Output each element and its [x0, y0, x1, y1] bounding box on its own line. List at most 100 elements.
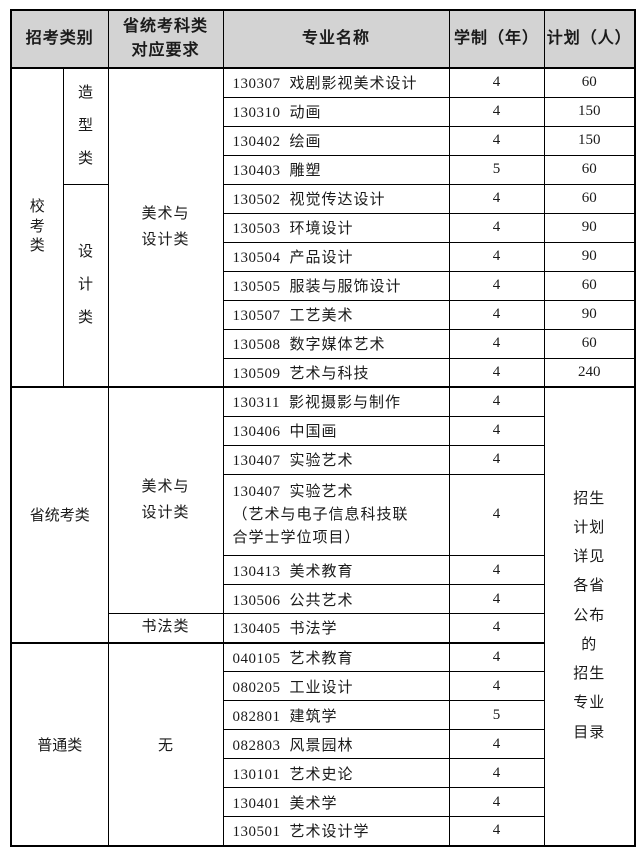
years-cell: 4: [448, 299, 545, 330]
major-code: 130501: [232, 824, 281, 841]
years-cell: 5: [448, 154, 545, 185]
years-cell: 4: [448, 816, 545, 846]
major-cell: 130101 艺术史论: [222, 758, 450, 788]
years-cell: 4: [448, 641, 545, 672]
major-name: 美术教育: [289, 563, 354, 580]
plan-cell: 90: [543, 299, 636, 330]
table-row: 130401 美术学 4: [11, 787, 635, 817]
years-cell: 4: [448, 212, 545, 243]
major-name: 视觉传达设计: [289, 192, 386, 208]
major-code: 130311: [232, 395, 280, 412]
years-cell: 4: [448, 584, 545, 614]
years-cell: 4: [448, 787, 545, 817]
header-study-years: 学制（年）: [448, 9, 545, 69]
plan-cell: 240: [543, 357, 636, 388]
major-code: 082801: [232, 708, 281, 725]
table-row: 130506 公共艺术 4: [11, 584, 635, 614]
plan-cell: 150: [543, 125, 636, 156]
major-name: 建筑学: [289, 708, 338, 725]
major-code: 130413: [232, 563, 281, 580]
subject-calligraphy: 书法类: [107, 613, 224, 643]
major-name: 产品设计: [289, 250, 354, 266]
plan-cell: 60: [543, 154, 636, 185]
major-name: 实验艺术: [289, 483, 354, 500]
major-cell: 082801 建筑学: [222, 700, 450, 730]
major-code: 080205: [232, 679, 281, 696]
major-cell: 130501 艺术设计学: [222, 816, 450, 846]
major-code: 130101: [232, 766, 281, 783]
years-cell: 4: [448, 67, 545, 98]
major-name: 雕塑: [289, 163, 322, 179]
plan-cell: 60: [543, 270, 636, 301]
major-cell: 130503 环境设计: [222, 212, 450, 243]
table-row: 130406 中国画 4: [11, 415, 635, 446]
major-code: 040105: [232, 650, 281, 667]
table-body: 校 考 类 造 型 类 美术与 设计类 130307 戏剧影视美术设计 4 60 …: [10, 67, 636, 846]
major-name: 艺术与科技: [289, 365, 370, 382]
major-cell: 130502 视觉传达设计: [222, 183, 450, 214]
major-cell: 130402 绘画: [222, 125, 450, 156]
table-row: 省统考类 美术与 设计类 130311 影视摄影与制作 4 招生 计划 详见 各省…: [10, 386, 636, 846]
table-row: 082803 风景园林 4: [11, 729, 635, 759]
table-row: 校 考 类 造 型 类 美术与 设计类 130307 戏剧影视美术设计 4 60: [10, 67, 636, 388]
years-cell: 4: [448, 444, 545, 475]
plan-cell: 60: [543, 67, 636, 98]
major-code: 130407: [232, 483, 281, 500]
major-name: 实验艺术: [289, 453, 354, 469]
header-category: 招考类别: [10, 9, 109, 69]
years-cell: 4: [448, 125, 545, 156]
table-row: 普通类 无 040105 艺术教育 4: [10, 641, 635, 846]
subject-none: 无: [107, 641, 224, 846]
years-cell: 4: [448, 613, 545, 643]
plan-cell: 90: [543, 241, 636, 272]
major-cell: 130506 公共艺术: [222, 584, 450, 614]
header-plan-count: 计划（人）: [543, 9, 636, 69]
years-cell: 4: [448, 671, 545, 701]
major-name: 服装与服饰设计: [289, 279, 402, 295]
major-name: 艺术史论: [289, 766, 354, 783]
table-row: 130413 美术教育 4: [11, 555, 635, 585]
header-row: 招考类别 省统考科类 对应要求 专业名称 学制（年） 计划（人）: [10, 9, 636, 69]
table-row: 130403 雕塑 5 60: [11, 154, 636, 185]
major-name: 数字媒体艺术: [289, 337, 386, 353]
years-cell: 4: [448, 386, 545, 417]
major-name: 绘画: [289, 134, 322, 150]
major-code: 130506: [232, 592, 281, 609]
table-row: 设 计 类 130502 视觉传达设计 4 60: [11, 183, 636, 388]
plan-cell: 60: [543, 328, 636, 359]
major-name: 环境设计: [289, 221, 354, 237]
major-code: 130407: [232, 453, 281, 469]
major-name: 书法学: [289, 621, 338, 638]
plan-cell: 150: [543, 96, 636, 127]
category-provincial-exam: 省统考类: [10, 386, 109, 643]
plan-cell: 90: [543, 212, 636, 243]
table-row: 130407 实验艺术 （艺术与电子信息科技联 合学士学位项目） 4: [11, 473, 635, 556]
header-major-name: 专业名称: [222, 9, 450, 69]
major-code: 130405: [232, 621, 281, 638]
major-cell: 130407 实验艺术 （艺术与电子信息科技联 合学士学位项目）: [222, 473, 450, 556]
major-cell: 082803 风景园林: [222, 729, 450, 759]
major-code: 130503: [232, 221, 281, 237]
major-cell: 130307 戏剧影视美术设计: [222, 67, 450, 98]
major-subtitle: （艺术与电子信息科技联 合学士学位项目）: [232, 506, 409, 546]
table-row: 130504 产品设计 4 90: [11, 241, 636, 272]
years-cell: 4: [448, 473, 545, 556]
years-cell: 4: [448, 183, 545, 214]
major-cell: 130403 雕塑: [222, 154, 450, 185]
years-cell: 4: [448, 96, 545, 127]
major-cell: 130311 影视摄影与制作: [222, 386, 450, 417]
major-code: 130402: [232, 134, 281, 150]
table-row: 130402 绘画 4 150: [11, 125, 636, 156]
major-cell: 130310 动画: [222, 96, 450, 127]
major-cell: 130504 产品设计: [222, 241, 450, 272]
major-cell: 130507 工艺美术: [222, 299, 450, 330]
years-cell: 4: [448, 270, 545, 301]
major-cell: 130407 实验艺术: [222, 444, 450, 475]
major-cell: 130505 服装与服饰设计: [222, 270, 450, 301]
years-cell: 4: [448, 241, 545, 272]
subcategory-design: 设 计 类: [62, 183, 109, 388]
major-code: 130401: [232, 795, 281, 812]
major-name: 工艺美术: [289, 308, 354, 324]
table-row: 130505 服装与服饰设计 4 60: [11, 270, 636, 301]
major-name: 戏剧影视美术设计: [289, 76, 418, 93]
